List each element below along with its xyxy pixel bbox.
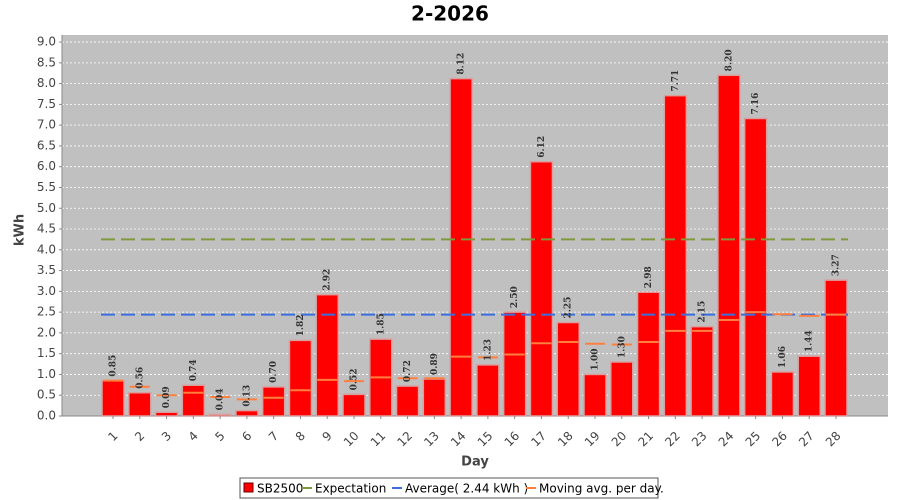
bar [208,413,232,417]
bar [717,74,741,417]
data-label: 6.12 [537,136,547,158]
bar [743,117,768,417]
bar [770,371,795,417]
data-label: 0.04 [216,388,226,410]
data-label: 1.82 [296,314,306,336]
legend-swatch [243,482,254,493]
data-label: 1.23 [483,339,493,361]
data-label: 0.85 [109,355,119,377]
data-label: 0.74 [189,359,199,381]
bar [610,361,634,417]
bar [128,391,152,417]
data-label: 0.56 [135,367,145,389]
bar [556,321,580,417]
y-tick-label: 8.0 [37,76,56,90]
chart-title: 2-2026 [411,2,489,26]
bar [449,77,473,417]
y-tick-label: 9.0 [37,35,56,49]
data-label: 1.44 [805,330,815,352]
bar [502,311,527,417]
bar [181,384,206,417]
bar [261,386,286,417]
y-tick-label: 7.5 [37,97,56,111]
y-tick-label: 7.0 [37,118,56,132]
bar [422,378,447,417]
bar [797,355,821,417]
data-label: 0.72 [403,360,413,382]
data-label: 0.70 [269,361,279,383]
data-label: 2.25 [564,297,574,319]
y-axis-label: kWh [13,214,28,246]
data-label: 0.13 [242,385,252,407]
bar [824,279,848,417]
data-label: 1.00 [591,349,601,371]
data-label: 8.20 [724,49,734,71]
y-tick-label: 1.5 [37,346,56,360]
data-label: 1.85 [376,313,386,335]
bar [476,364,500,417]
y-tick-label: 4.5 [37,222,56,236]
data-label: 1.06 [778,346,788,368]
bar [101,379,125,417]
y-tick-label: 3.0 [37,284,56,298]
data-label: 7.71 [671,70,681,92]
bar [154,411,179,417]
bar [288,339,313,417]
legend-label: Average( 2.44 kWh ) [405,482,528,496]
legend-label: SB2500 [257,482,303,496]
data-label: 8.12 [457,53,467,75]
data-label: 2.15 [698,301,708,323]
y-tick-label: 2.0 [37,325,56,339]
y-tick-label: 2.5 [37,305,56,319]
y-tick-label: 8.5 [37,55,56,69]
y-tick-label: 0.5 [37,388,56,402]
bar [663,94,688,417]
data-label: 0.09 [162,386,172,408]
bar [690,325,714,417]
legend-label: Expectation [315,482,386,496]
data-label: 0.89 [430,353,440,375]
y-tick-label: 5.5 [37,180,56,194]
y-tick-label: 3.5 [37,263,56,277]
bar [342,393,366,417]
data-label: 3.27 [832,254,842,276]
y-tick-label: 4.0 [37,242,56,256]
y-tick-label: 5.0 [37,201,56,215]
y-tick-label: 0.0 [37,409,56,423]
bar [235,409,259,417]
data-label: 2.98 [644,266,654,288]
y-tick-label: 6.0 [37,159,56,173]
bar [315,293,339,417]
bar [529,160,554,417]
data-label: 2.92 [323,269,333,291]
data-label: 1.30 [617,336,627,358]
data-label: 2.50 [510,286,520,308]
y-tick-label: 6.5 [37,138,56,152]
bar [583,373,607,417]
legend-box [239,477,659,499]
x-axis-label: Day [461,455,489,470]
bar [636,291,661,417]
legend-label: Moving avg. per day. [539,482,664,496]
data-label: 0.52 [350,368,360,390]
bar [395,385,420,417]
data-label: 7.16 [751,93,761,115]
y-tick-label: 1.0 [37,367,56,381]
